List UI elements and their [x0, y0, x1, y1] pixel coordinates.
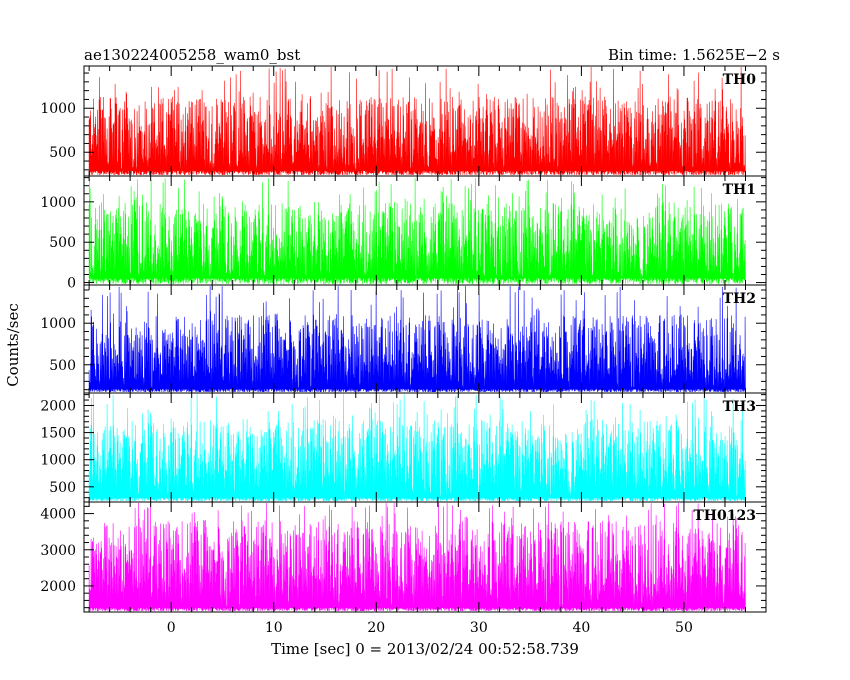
x-tick-label: 50: [675, 620, 693, 636]
x-axis: 0 10 20 30 40 50: [167, 620, 693, 636]
x-tick-label: 10: [265, 620, 283, 636]
x-tick-label: 20: [367, 620, 385, 636]
panel-th2: 500 1000 TH2: [40, 284, 767, 394]
y-tick-label-th3: 2000: [40, 398, 76, 414]
y-axis-label: Counts/sec: [4, 303, 22, 387]
panel-th0123: 2000 3000 4000 TH0123: [40, 501, 767, 613]
panel-th0123-label: TH0123: [693, 508, 756, 524]
series-th0123-curve: [88, 502, 746, 612]
panel-th3: 500 1000 1500 2000 TH3: [40, 392, 767, 503]
x-tick-label: 30: [470, 620, 488, 636]
panels: 500 1000 TH0 0 500 1000 TH1 500 1000 TH2 500 1000 15…: [40, 65, 767, 613]
series-th3-curve: [88, 393, 747, 502]
y-tick-label-th0123: 3000: [40, 543, 76, 559]
panel-th1: 0 500 1000 TH1: [40, 175, 767, 292]
y-tick-label-th1: 1000: [40, 195, 76, 211]
panel-th0-label: TH0: [723, 72, 757, 88]
y-tick-label-th1: 0: [67, 276, 76, 292]
chart-right-title: Bin time: 1.5625E−2 s: [608, 46, 780, 64]
chart-left-title: ae130224005258_wam0_bst: [84, 46, 300, 64]
y-tick-label-th3: 1000: [40, 453, 76, 469]
y-tick-label-th2: 500: [49, 358, 76, 374]
panel-th1-label: TH1: [723, 182, 756, 198]
panel-th2-label: TH2: [723, 291, 756, 307]
x-axis-label: Time [sec] 0 = 2013/02/24 00:52:58.739: [271, 640, 579, 658]
y-tick-label-th0123: 4000: [40, 507, 76, 523]
panel-th3-label: TH3: [723, 399, 756, 415]
y-tick-label-th3: 1500: [40, 426, 76, 442]
y-tick-label-th0123: 2000: [40, 579, 76, 595]
y-tick-label-th0: 1000: [40, 101, 76, 117]
series-th2-curve: [88, 285, 746, 393]
y-tick-label-th3: 500: [49, 480, 76, 496]
y-tick-label-th2: 1000: [40, 316, 76, 332]
panel-th0: 500 1000 TH0: [40, 65, 767, 177]
y-tick-label-th0: 500: [49, 145, 76, 161]
x-tick-label: 40: [572, 620, 590, 636]
series-th1-curve: [88, 177, 746, 285]
series-th0-curve: [88, 66, 746, 176]
x-tick-label: 0: [167, 620, 176, 636]
y-tick-label-th1: 500: [49, 235, 76, 251]
